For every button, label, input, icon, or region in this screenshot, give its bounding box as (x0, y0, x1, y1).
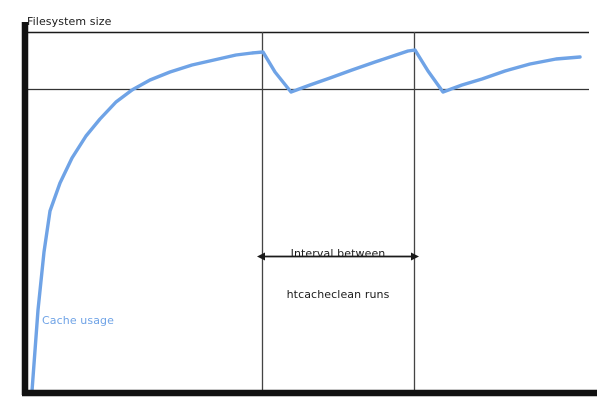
filesystem-size-label: Filesystem size (27, 15, 112, 28)
interval-annotation-line-2: htcacheclean runs (286, 287, 390, 301)
interval-annotation: Interval between htcacheclean runs (268, 219, 408, 329)
series-cache-usage (30, 48, 582, 393)
cache-usage-label: Cache usage (42, 314, 114, 327)
interval-annotation-line-1: Interval between (290, 246, 386, 260)
